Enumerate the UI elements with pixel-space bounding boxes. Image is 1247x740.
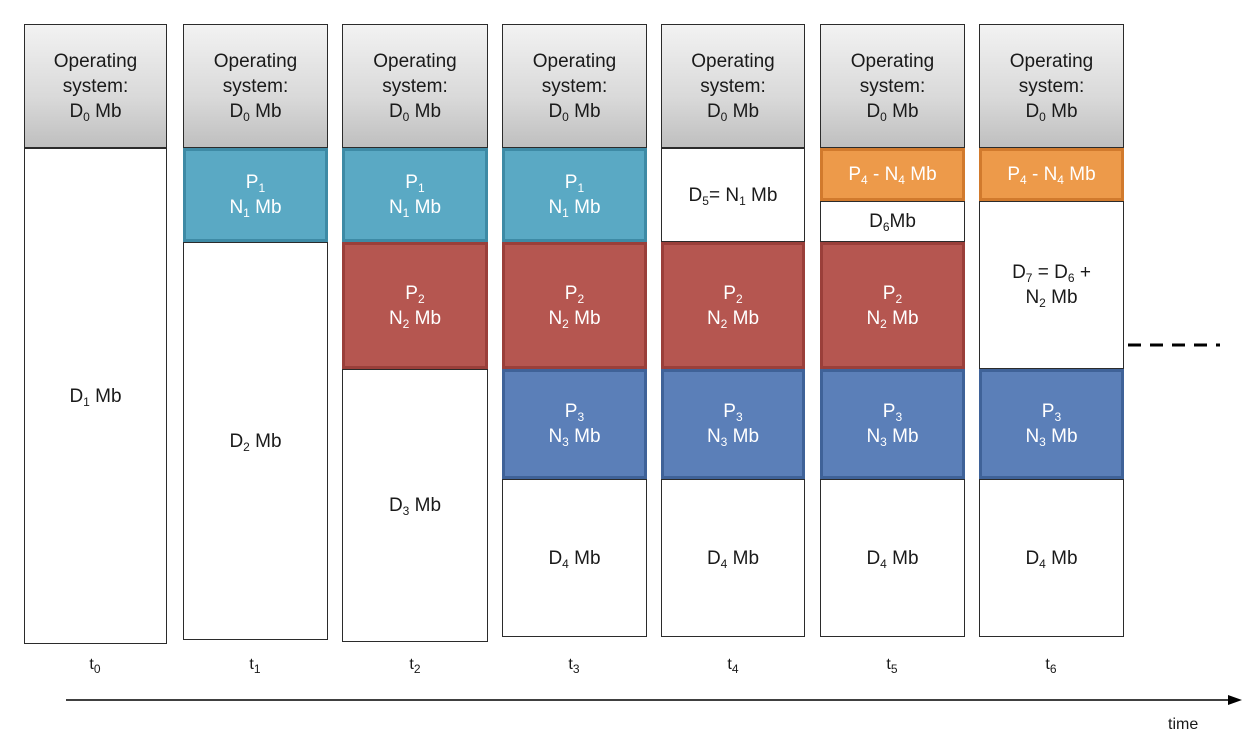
process-block-p3: P3 N3 Mb [502, 369, 647, 479]
time-axis-arrow [66, 695, 1242, 705]
time-label-t5: t5 [886, 656, 898, 676]
free-block-d6: D6Mb [820, 201, 965, 242]
os-block: Operating system: D0 Mb [24, 24, 167, 148]
os-block: Operating system: D0 Mb [342, 24, 488, 148]
process-block-p1: P1 N1 Mb [342, 148, 488, 242]
os-block: Operating system: D0 Mb [979, 24, 1124, 148]
axis-label-time: time [1168, 716, 1199, 733]
free-block-d4: D4 Mb [661, 479, 805, 637]
time-label-t0: t0 [89, 656, 101, 676]
continuation-dashed-line [1128, 343, 1220, 347]
os-block: Operating system: D0 Mb [661, 24, 805, 148]
time-label-t6: t6 [1045, 656, 1057, 676]
free-block-d4: D4 Mb [979, 479, 1124, 637]
os-block: Operating system: D0 Mb [502, 24, 647, 148]
time-label-t2: t2 [409, 656, 421, 676]
free-block-d5: D5= N1 Mb [661, 148, 805, 242]
process-block-p2: P2 N2 Mb [820, 242, 965, 369]
process-block-p2: P2 N2 Mb [342, 242, 488, 369]
time-label-t1: t1 [249, 656, 261, 676]
process-block-p4: P4 - N4 Mb [820, 148, 965, 201]
os-block: Operating system: D0 Mb [820, 24, 965, 148]
process-block-p3: P3 N3 Mb [979, 369, 1124, 479]
process-block-p2: P2 N2 Mb [661, 242, 805, 369]
process-block-p1: P1 N1 Mb [183, 148, 328, 242]
process-block-p4: P4 - N4 Mb [979, 148, 1124, 201]
os-block: Operating system: D0 Mb [183, 24, 328, 148]
time-label-t3: t3 [568, 656, 580, 676]
free-block-d1: D1 Mb [24, 148, 167, 644]
process-block-p1: P1 N1 Mb [502, 148, 647, 242]
free-block-d4: D4 Mb [820, 479, 965, 637]
free-block-d3: D3 Mb [342, 369, 488, 642]
time-label-t4: t4 [727, 656, 739, 676]
free-block-d4: D4 Mb [502, 479, 647, 637]
free-block-d7: D7 = D6 + N2 Mb [979, 201, 1124, 369]
process-block-p2: P2 N2 Mb [502, 242, 647, 369]
process-block-p3: P3 N3 Mb [661, 369, 805, 479]
free-block-d2: D2 Mb [183, 242, 328, 640]
process-block-p3: P3 N3 Mb [820, 369, 965, 479]
